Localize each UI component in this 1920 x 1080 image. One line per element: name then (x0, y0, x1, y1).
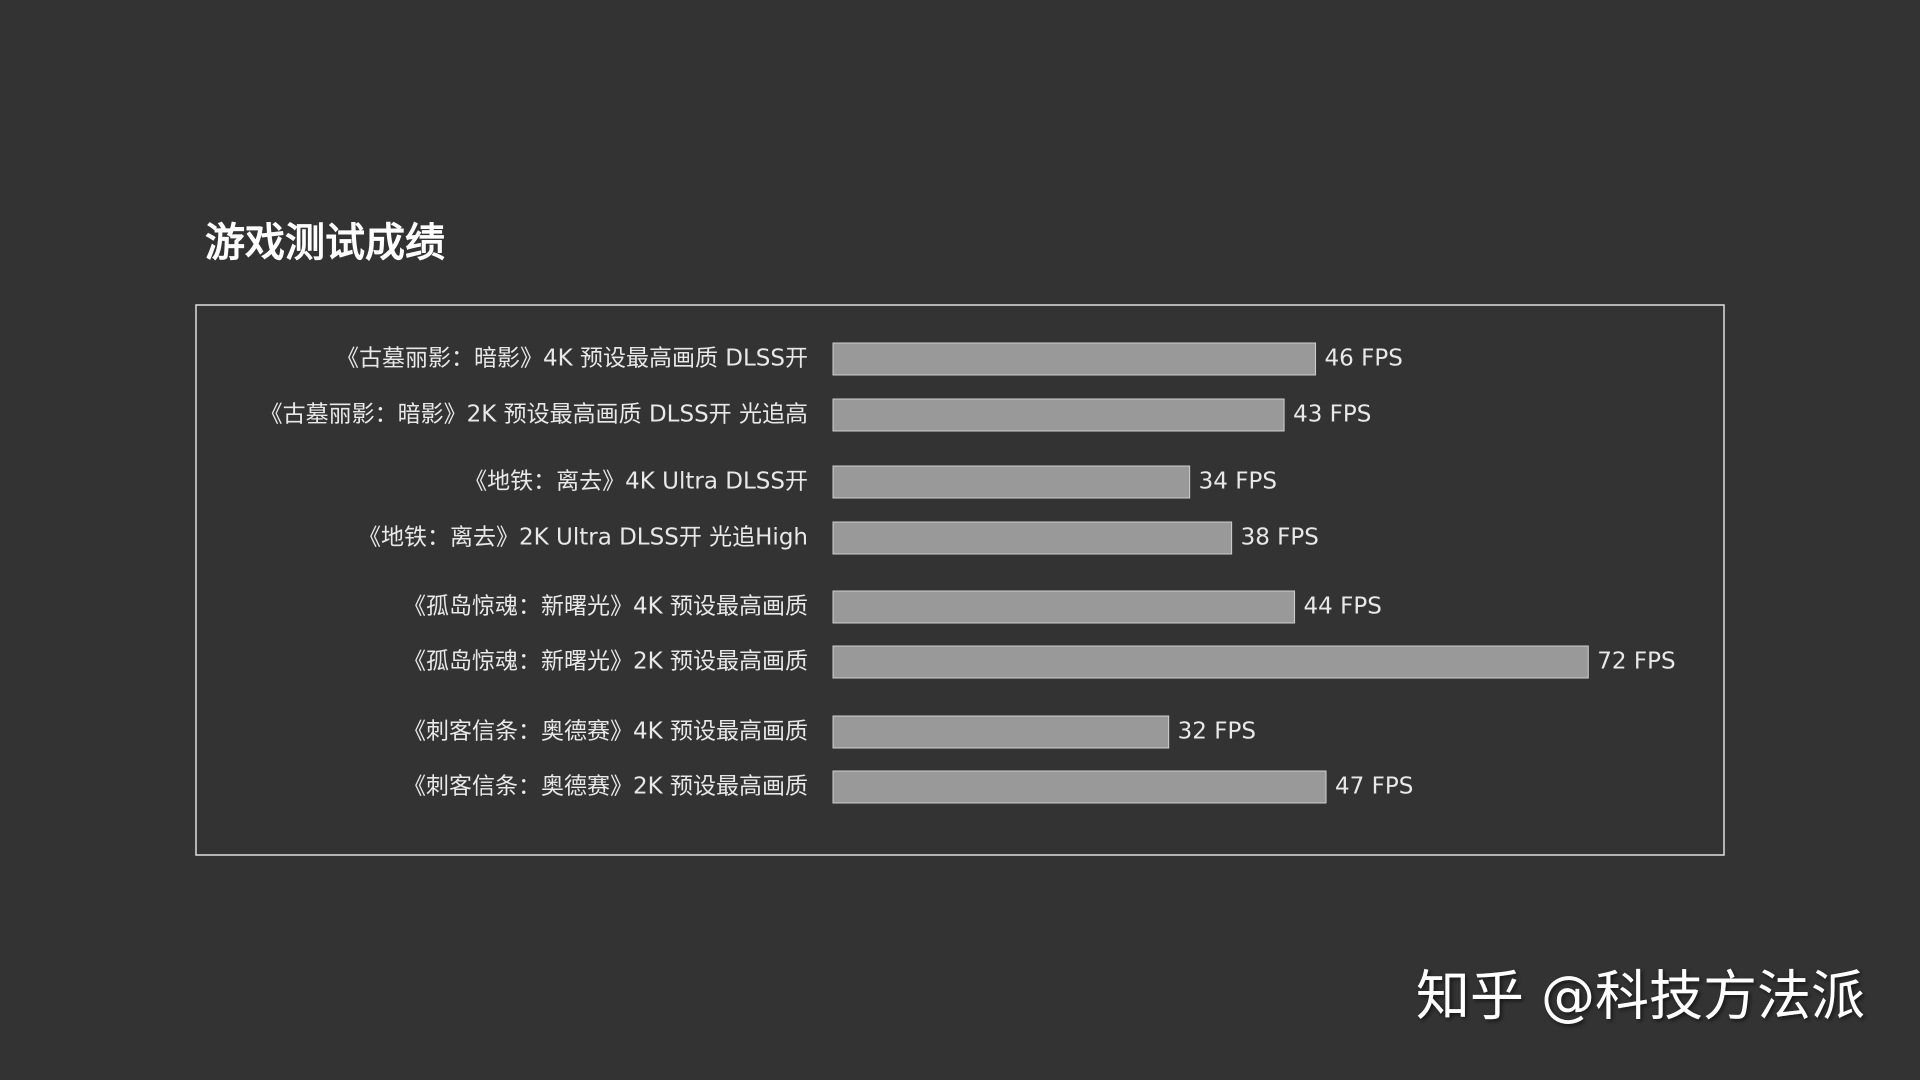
category-label: 《古墓丽影：暗影》2K 预设最高画质 DLSS开 光追高 (260, 402, 808, 428)
value-label: 38 FPS (1241, 525, 1319, 551)
category-label: 《地铁：离去》4K Ultra DLSS开 (464, 469, 808, 495)
category-label: 《刺客信条：奥德赛》2K 预设最高画质 (403, 774, 808, 800)
category-label: 《孤岛惊魂：新曙光》2K 预设最高画质 (403, 649, 808, 675)
watermark: 知乎 @科技方法派 (1416, 965, 1865, 1028)
bar (832, 590, 1296, 624)
value-label: 46 FPS (1325, 346, 1403, 372)
category-label: 《孤岛惊魂：新曙光》4K 预设最高画质 (403, 594, 808, 620)
bar (832, 342, 1317, 376)
category-label: 《古墓丽影：暗影》4K 预设最高画质 DLSS开 (336, 346, 808, 372)
category-label: 《刺客信条：奥德赛》4K 预设最高画质 (403, 719, 808, 745)
value-label: 43 FPS (1293, 402, 1371, 428)
bar (832, 521, 1233, 555)
value-label: 32 FPS (1178, 719, 1256, 745)
chart-title: 游戏测试成绩 (205, 220, 445, 266)
value-label: 47 FPS (1335, 774, 1413, 800)
chart-frame (195, 304, 1725, 856)
value-label: 72 FPS (1597, 649, 1675, 675)
bar (832, 465, 1191, 499)
bar (832, 398, 1285, 432)
bar (832, 770, 1327, 804)
category-label: 《地铁：离去》2K Ultra DLSS开 光追High (358, 525, 808, 551)
value-label: 34 FPS (1199, 469, 1277, 495)
bar (832, 715, 1170, 749)
value-label: 44 FPS (1304, 594, 1382, 620)
bar (832, 645, 1589, 679)
